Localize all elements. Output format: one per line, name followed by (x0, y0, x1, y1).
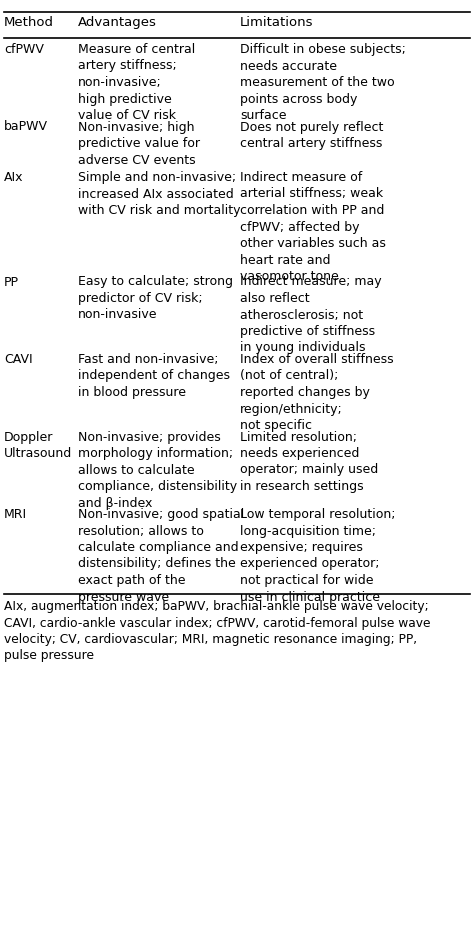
Text: Difficult in obese subjects;
needs accurate
measurement of the two
points across: Difficult in obese subjects; needs accur… (240, 43, 406, 122)
Text: CAVI: CAVI (4, 353, 33, 366)
Text: Advantages: Advantages (78, 16, 157, 29)
Text: Index of overall stiffness
(not of central);
reported changes by
region/ethnicit: Index of overall stiffness (not of centr… (240, 353, 393, 432)
Text: Non-invasive; provides
morphology information;
allows to calculate
compliance, d: Non-invasive; provides morphology inform… (78, 431, 237, 509)
Text: Indirect measure; may
also reflect
atherosclerosis; not
predictive of stiffness
: Indirect measure; may also reflect ather… (240, 275, 382, 354)
Text: Low temporal resolution;
long-acquisition time;
expensive; requires
experienced : Low temporal resolution; long-acquisitio… (240, 508, 395, 603)
Text: cfPWV: cfPWV (4, 43, 44, 56)
Text: MRI: MRI (4, 508, 27, 521)
Text: Indirect measure of
arterial stiffness; weak
correlation with PP and
cfPWV; affe: Indirect measure of arterial stiffness; … (240, 171, 386, 283)
Text: Simple and non-invasive;
increased AIx associated
with CV risk and mortality: Simple and non-invasive; increased AIx a… (78, 171, 240, 217)
Text: Fast and non-invasive;
independent of changes
in blood pressure: Fast and non-invasive; independent of ch… (78, 353, 230, 399)
Text: Easy to calculate; strong
predictor of CV risk;
non-invasive: Easy to calculate; strong predictor of C… (78, 275, 233, 321)
Text: baPWV: baPWV (4, 120, 48, 133)
Text: Non-invasive; high
predictive value for
adverse CV events: Non-invasive; high predictive value for … (78, 120, 200, 166)
Text: Method: Method (4, 16, 54, 29)
Text: AIx: AIx (4, 171, 24, 184)
Text: Limited resolution;
needs experienced
operator; mainly used
in research settings: Limited resolution; needs experienced op… (240, 431, 378, 493)
Text: Measure of central
artery stiffness;
non-invasive;
high predictive
value of CV r: Measure of central artery stiffness; non… (78, 43, 195, 122)
Text: Does not purely reflect
central artery stiffness: Does not purely reflect central artery s… (240, 120, 383, 150)
Text: Non-invasive; good spatial
resolution; allows to
calculate compliance and
disten: Non-invasive; good spatial resolution; a… (78, 508, 244, 603)
Text: Doppler
Ultrasound: Doppler Ultrasound (4, 431, 72, 460)
Text: AIx, augmentation index; baPWV, brachial-ankle pulse wave velocity;
CAVI, cardio: AIx, augmentation index; baPWV, brachial… (4, 600, 430, 663)
Text: PP: PP (4, 275, 19, 289)
Text: Limitations: Limitations (240, 16, 313, 29)
